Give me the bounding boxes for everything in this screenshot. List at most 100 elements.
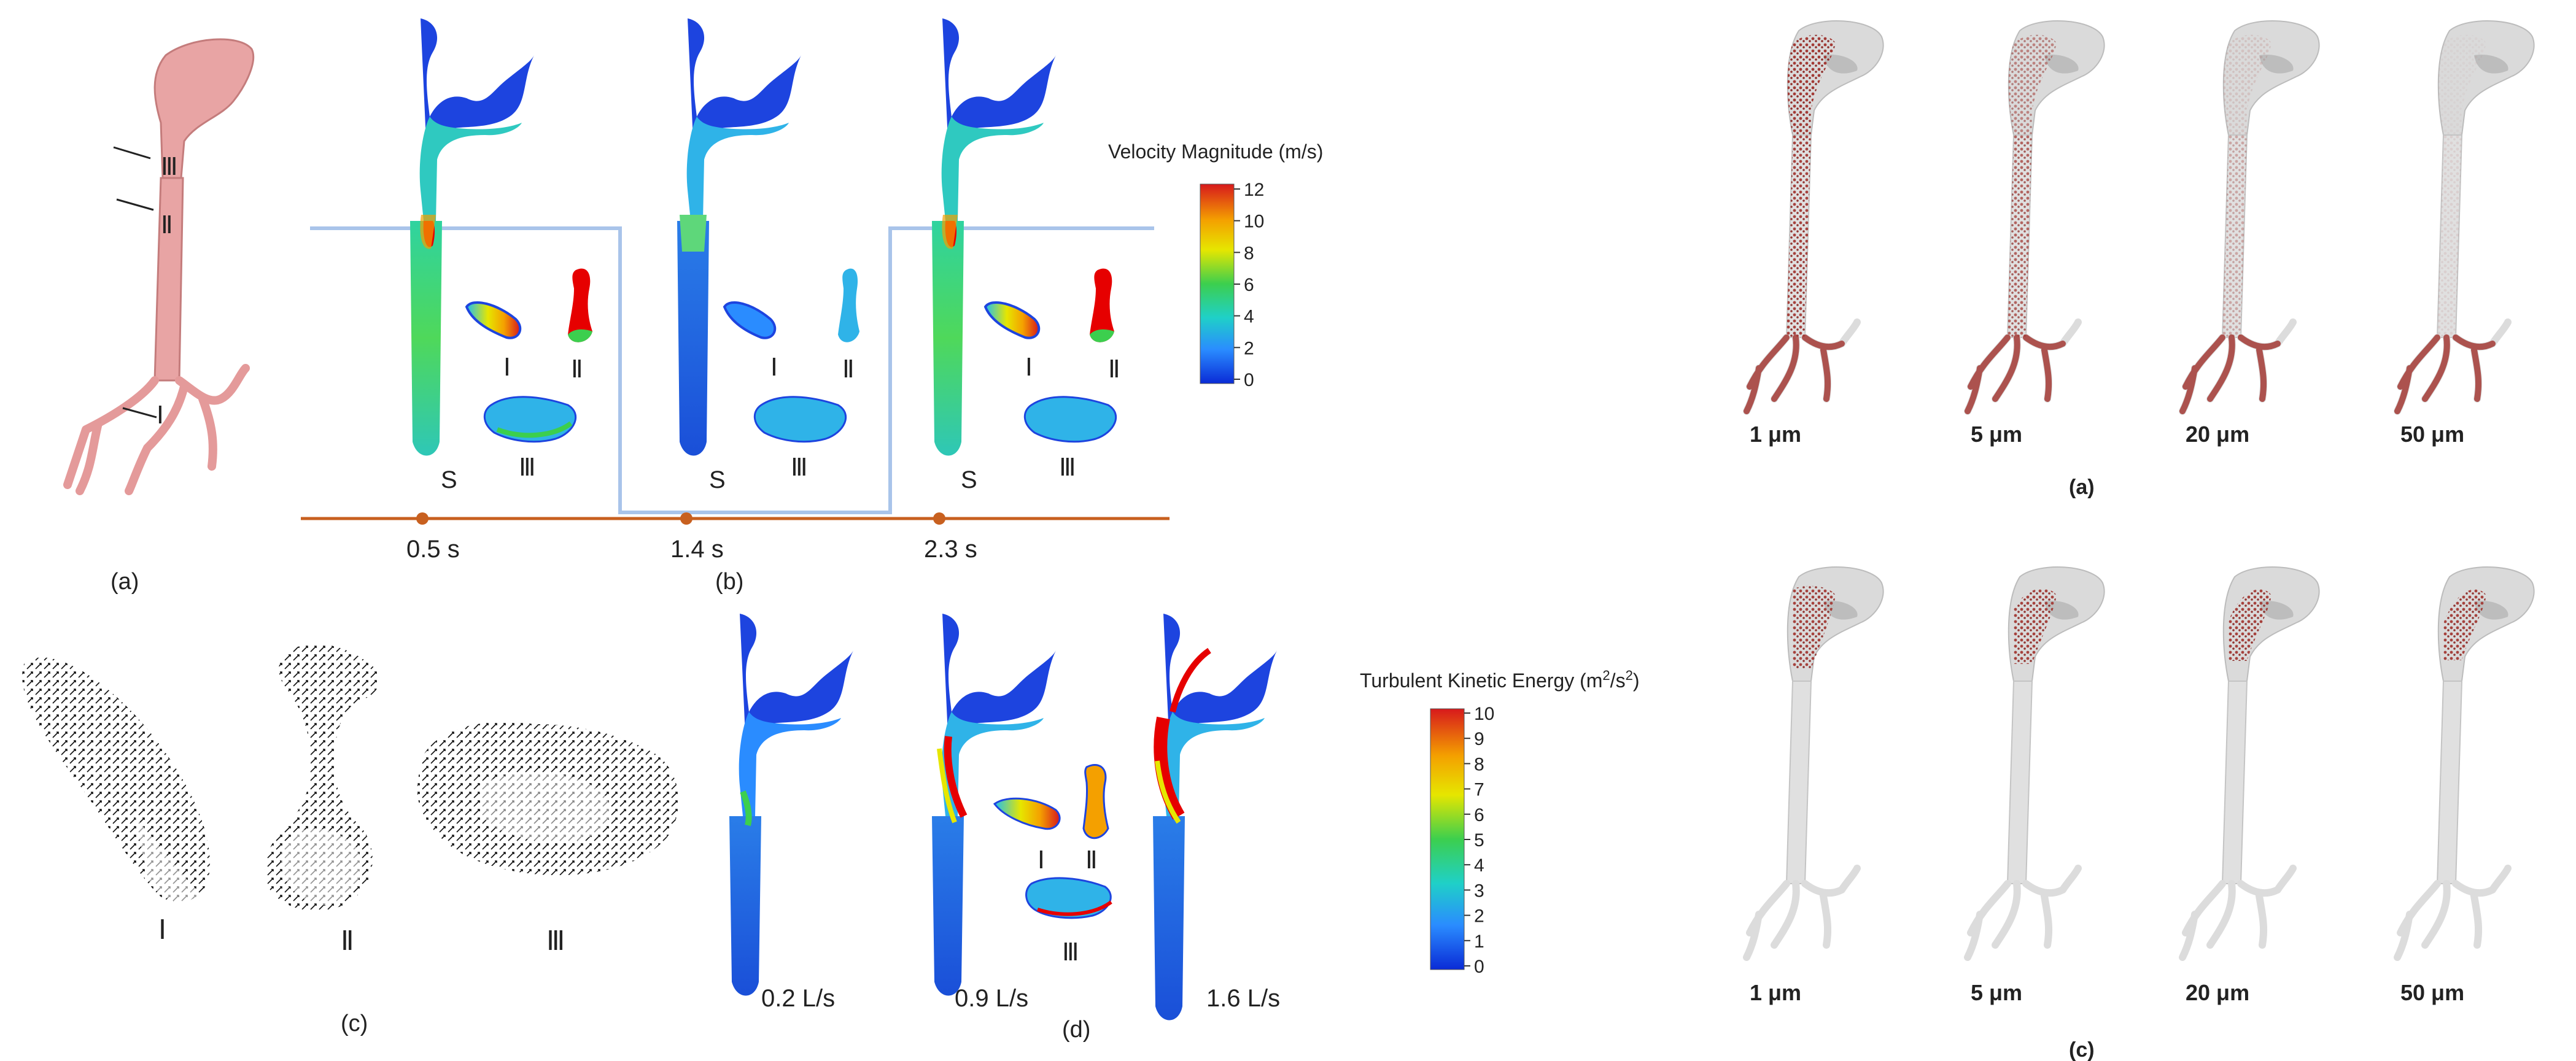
deposition-trachea [2008, 135, 2032, 338]
tke-airway-2 [932, 614, 1056, 996]
deposition-bronchi [1744, 334, 1845, 414]
velocity-legend-tick-label: 12 [1244, 180, 1264, 200]
particle-size-labels-a: 1 μm 5 μm 20 μm 50 μm [1750, 422, 2464, 447]
particle-c-size-label: 50 μm [2400, 980, 2464, 1005]
flow-rate-label-1: 0.2 L/s [761, 985, 835, 1012]
deposition-head [2438, 34, 2486, 136]
deposition-airway-c-1 [1743, 566, 1884, 961]
timeline-marker-1 [416, 512, 429, 525]
particle-a-size-label: 50 μm [2400, 422, 2464, 447]
pink-airway-head [153, 38, 255, 179]
pink-airway-bronchi [63, 364, 250, 495]
panel-label-right-c: (c) [2069, 1038, 2095, 1061]
particle-a-size-label: 5 μm [1971, 422, 2022, 447]
deposition-trachea [2222, 135, 2247, 338]
tke-panel-d: Ⅰ Ⅱ Ⅲ 0.2 L/s 0.9 L/s 1.6 L/s (d) Turbul… [729, 614, 1639, 1043]
section-label-I-t3: Ⅰ [1025, 354, 1033, 381]
section-label-II-t1: Ⅱ [571, 356, 583, 383]
airway-velocity-t3 [932, 18, 1056, 456]
section-label-II-t3: Ⅱ [1108, 356, 1120, 383]
deposition-trachea [2437, 135, 2462, 338]
tke-legend-title: Turbulent Kinetic Energy (m2/s2) [1360, 668, 1639, 692]
tke-section-I [993, 797, 1061, 830]
section-line-III [113, 146, 151, 160]
tke-legend-tick-label: 1 [1474, 932, 1484, 952]
tke-legend-tick-label: 2 [1474, 906, 1484, 927]
section-label-III-c: Ⅲ [546, 926, 565, 956]
deposition-airway-c-3 [2179, 566, 2320, 961]
velocity-legend-tick-label: 8 [1244, 243, 1254, 263]
section-label-III-d: Ⅲ [1062, 939, 1079, 966]
panel-label-d: (d) [1062, 1017, 1090, 1043]
velocity-legend-title: Velocity Magnitude (m/s) [1108, 141, 1323, 163]
deposition-row-a [1743, 20, 2535, 415]
velocity-legend-tick-label: 6 [1244, 275, 1254, 295]
tke-legend-tick-label: 9 [1474, 729, 1484, 749]
section-label-II-d: Ⅱ [1085, 847, 1098, 874]
tke-legend: Turbulent Kinetic Energy (m2/s2) 1098765… [1360, 668, 1639, 977]
section-label-III-t1: Ⅲ [519, 454, 536, 481]
section-label-III-t2: Ⅲ [791, 454, 808, 481]
flow-rate-label-3: 1.6 L/s [1206, 985, 1280, 1012]
tke-legend-tick-label: 4 [1474, 855, 1484, 876]
deposition-airway-a-2 [1964, 20, 2105, 415]
velocity-panel-b: Ⅰ Ⅱ Ⅲ S Ⅰ Ⅱ Ⅲ S Ⅰ Ⅱ Ⅲ S [301, 18, 1323, 595]
tke-legend-tick-label: 3 [1474, 881, 1484, 901]
section-label-II-a: Ⅱ [161, 212, 173, 239]
section-label-I-t2: Ⅰ [770, 354, 778, 381]
tke-legend-tick-label: 0 [1474, 957, 1484, 977]
particle-c-size-label: 5 μm [1971, 980, 2022, 1005]
timeline-marker-3 [933, 512, 945, 525]
cross-sections-t2: Ⅰ Ⅱ Ⅲ S [709, 268, 859, 493]
tke-legend-tick-label: 6 [1474, 805, 1484, 825]
velocity-colorbar [1200, 183, 1235, 384]
section-label-II-c: Ⅱ [341, 926, 354, 956]
section-label-I-d: Ⅰ [1038, 847, 1045, 874]
tke-legend-tick-label: 8 [1474, 754, 1484, 774]
vector-field-I [22, 657, 210, 902]
time-label-3: 2.3 s [924, 536, 977, 563]
panel-label-c: (c) [341, 1011, 368, 1036]
pink-airway-trachea [153, 177, 184, 382]
time-label-2: 1.4 s [670, 536, 724, 563]
tke-legend-tick-label: 7 [1474, 780, 1484, 800]
vector-panel-c: Ⅰ Ⅱ Ⅲ (c) [22, 644, 679, 1036]
airway-velocity-t2 [677, 18, 801, 456]
deposition-airway-c-4 [2394, 566, 2535, 961]
velocity-legend-tick-label: 2 [1244, 338, 1254, 358]
airway-model-panel-a: Ⅲ Ⅱ Ⅰ (a) [63, 38, 255, 595]
deposition-airway-a-4 [2394, 20, 2535, 415]
deposition-trachea [1787, 135, 1811, 338]
section-label-S-t2: S [709, 466, 726, 493]
cross-sections-t1: Ⅰ Ⅱ Ⅲ S [441, 268, 592, 493]
airway-velocity-t1 [410, 18, 534, 456]
tke-airway-3 [1153, 614, 1277, 1020]
deposition-head [2008, 34, 2057, 136]
deposition-figure: 1 μm 5 μm 20 μm 50 μm 1 μm 5 μm 20 μm 50 μm (a… [1743, 20, 2535, 1061]
cross-sections-t3: Ⅰ Ⅱ Ⅲ S [961, 268, 1120, 493]
velocity-legend-tick-label: 0 [1244, 370, 1254, 390]
panel-label-b: (b) [715, 569, 743, 595]
deposition-bronchi [2394, 334, 2496, 414]
velocity-legend-tick-label: 10 [1244, 212, 1264, 232]
panel-label-a: (a) [111, 569, 139, 595]
timeline-marker-2 [680, 512, 692, 525]
section-line-I [122, 407, 157, 419]
deposition-upper-airway [2014, 588, 2057, 664]
section-label-S-t1: S [441, 466, 457, 493]
deposition-airway-a-3 [2179, 20, 2320, 415]
velocity-legend: Velocity Magnitude (m/s) 12 10 8 6 4 2 0 [1108, 141, 1323, 390]
deposition-bronchi [2179, 334, 2281, 414]
tke-section-II [1082, 763, 1109, 839]
time-label-1: 0.5 s [406, 536, 460, 563]
particle-c-size-label: 20 μm [2186, 980, 2249, 1005]
deposition-upper-airway [2443, 589, 2486, 660]
velocity-legend-ticks: 12 10 8 6 4 2 0 [1234, 180, 1264, 390]
section-label-III-t3: Ⅲ [1059, 454, 1076, 481]
flow-rate-label-2: 0.9 L/s [955, 985, 1028, 1012]
deposition-upper-airway [1793, 585, 1836, 669]
deposition-row-c [1743, 566, 2535, 961]
section-label-I-c: Ⅰ [158, 915, 166, 945]
deposition-head [1787, 34, 1836, 136]
tke-section-III [1025, 877, 1112, 919]
